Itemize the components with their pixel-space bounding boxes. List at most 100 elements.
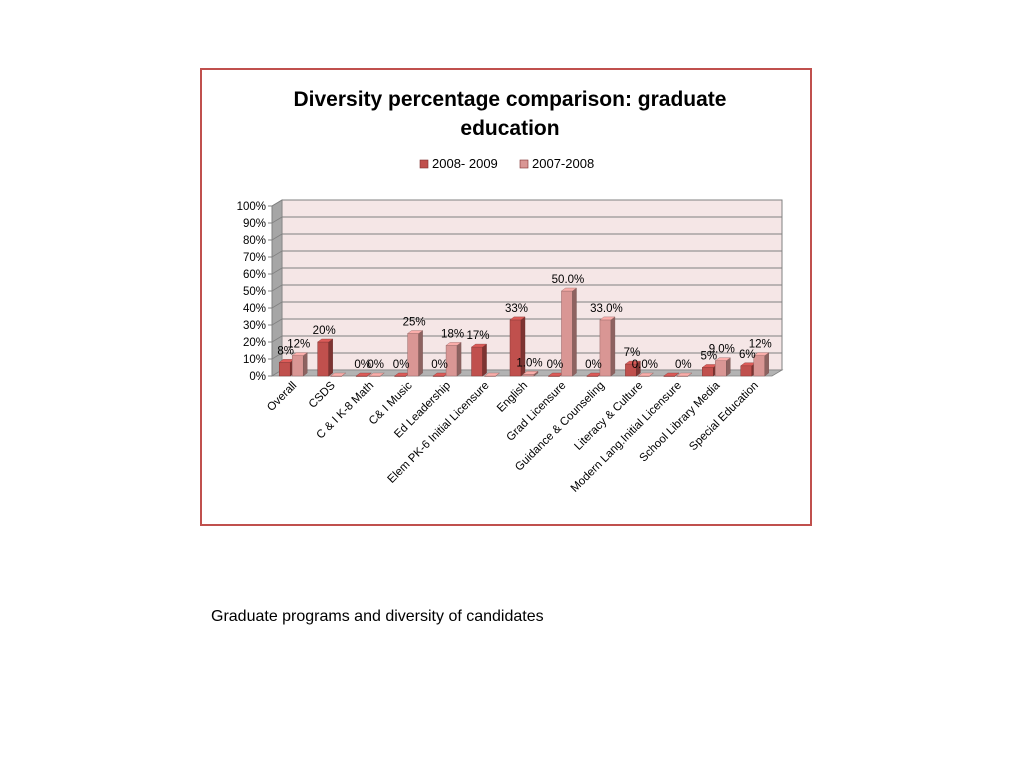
- bar-1-6: [522, 370, 539, 377]
- bar-side-1-12: [764, 352, 769, 377]
- chart-frame: Diversity percentage comparison: graduat…: [200, 68, 812, 526]
- chart-legend: 2008- 2009 2007-2008: [419, 156, 594, 171]
- grid-side-40: [271, 301, 283, 309]
- data-label-1-10: 0%: [675, 359, 692, 371]
- category-label-12: Special Education: [687, 380, 761, 454]
- grid-side-30: [271, 318, 283, 326]
- bar-top-0-6: [509, 316, 526, 321]
- bar-top-1-4: [445, 342, 462, 346]
- bar-side-0-5: [482, 343, 487, 377]
- y-tick-label-4: 40%: [243, 303, 266, 315]
- data-label-1-4: 18%: [441, 328, 464, 340]
- bar-1-9: [637, 372, 654, 377]
- bar-top-1-1: [330, 372, 347, 377]
- category-label-9: Literacy & Culture: [572, 380, 645, 453]
- bar-front-0-1: [317, 341, 329, 377]
- y-tick-label-8: 80%: [243, 235, 266, 247]
- bar-top-1-8: [599, 316, 616, 321]
- data-label-1-11: 9.0%: [709, 344, 735, 356]
- bar-side-1-4: [456, 341, 462, 377]
- y-tick-label-2: 20%: [243, 337, 266, 349]
- data-labels: 8%12%20%0%0% 0%25%0%18% 17%33%1.0% 0%50.0%0…: [277, 274, 771, 371]
- y-tick-label-5: 50%: [243, 286, 266, 298]
- category-label-1: CSDS: [307, 379, 338, 410]
- bar-top-1-6: [522, 371, 539, 375]
- grid-side-100: [271, 199, 283, 207]
- bar-0-2: [355, 372, 372, 377]
- bar-side-1-0: [303, 352, 308, 377]
- bar-top-1-5: [483, 372, 501, 377]
- bar-top-1-10: [676, 372, 693, 377]
- y-tick-label-7: 70%: [243, 252, 266, 264]
- bar-top-1-0: [291, 352, 308, 356]
- data-label-1-6: 1.0%: [516, 357, 542, 369]
- chart-title: Diversity percentage comparison: graduat…: [294, 88, 727, 140]
- bar-front-0-11: [702, 367, 714, 377]
- y-tick-label-3: 30%: [243, 320, 266, 332]
- bar-1-4: [445, 341, 462, 377]
- bar-1-7: [560, 287, 578, 377]
- bar-top-1-3: [407, 330, 424, 334]
- bar-front-0-12: [740, 365, 753, 377]
- bar-1-3: [407, 330, 424, 377]
- plot-area: [270, 199, 784, 377]
- data-label-1-9: 0.0%: [632, 359, 658, 371]
- data-label-0-6: 33%: [505, 303, 528, 315]
- bar-side-0-1: [328, 338, 333, 377]
- y-tick-label-9: 90%: [243, 218, 266, 230]
- grid-side-10: [271, 352, 283, 360]
- bar-1-10: [676, 372, 693, 377]
- bar-top-1-12: [753, 352, 770, 356]
- bar-1-12: [753, 352, 770, 377]
- bar-0-5: [470, 343, 488, 377]
- bar-side-1-3: [418, 330, 423, 377]
- y-axis-ticks: 0% 10% 20% 30% 40% 50% 60% 70% 80% 90% 100%: [237, 201, 272, 383]
- bar-top-0-2: [355, 372, 372, 377]
- grid-side-50: [271, 284, 283, 292]
- bar-side-1-7: [572, 287, 577, 377]
- data-label-1-3: 25%: [403, 317, 426, 329]
- data-label-1-8: 33.0%: [590, 303, 623, 315]
- bar-front-1-11: [715, 360, 727, 377]
- data-label-0-9: 7%: [624, 347, 641, 359]
- chart-title-line-1: Diversity percentage comparison: graduat…: [294, 88, 727, 111]
- bar-0-1: [317, 338, 334, 377]
- bar-1-1: [330, 372, 347, 377]
- grid-side-20: [271, 335, 283, 343]
- data-label-0-3: 0%: [393, 359, 410, 371]
- bar-top-1-11: [714, 357, 731, 361]
- category-label-6: English: [495, 380, 530, 415]
- legend-swatch-1: [519, 159, 529, 169]
- bar-0-9: [624, 360, 641, 377]
- bar-1-5: [483, 372, 501, 377]
- bar-1-0: [291, 352, 308, 377]
- bar-side-1-8: [610, 316, 616, 377]
- bar-1-11: [714, 357, 731, 377]
- legend-swatch-0: [419, 159, 429, 169]
- bar-0-10: [663, 372, 680, 377]
- bar-front-0-0: [278, 362, 291, 377]
- bar-top-1-7: [560, 287, 578, 292]
- y-tick-label-6: 60%: [243, 269, 266, 281]
- bar-top-0-1: [317, 338, 334, 343]
- data-label-1-2: 0%: [367, 359, 384, 371]
- grid-side-70: [271, 250, 283, 258]
- bar-0-4: [432, 372, 449, 377]
- legend-label-1: 2007-2008: [532, 156, 594, 171]
- data-label-0-8: 0%: [585, 359, 602, 371]
- legend-label-0: 2008- 2009: [432, 156, 498, 171]
- data-label-0-0: 8%: [277, 345, 294, 357]
- category-label-0: Overall: [265, 380, 299, 414]
- bar-top-1-2: [368, 372, 385, 377]
- bar-front-1-6: [522, 374, 535, 377]
- data-label-1-0: 12%: [287, 339, 310, 351]
- y-tick-label-10: 100%: [237, 201, 266, 213]
- bar-front-0-5: [471, 346, 483, 377]
- grid-side-80: [271, 233, 283, 241]
- data-label-1-7: 50.0%: [552, 274, 585, 286]
- grid-side-60: [271, 267, 283, 275]
- chart-svg: Diversity percentage comparison: graduat…: [237, 88, 784, 495]
- data-label-0-2: 0%: [354, 359, 371, 371]
- bar-1-2: [368, 372, 385, 377]
